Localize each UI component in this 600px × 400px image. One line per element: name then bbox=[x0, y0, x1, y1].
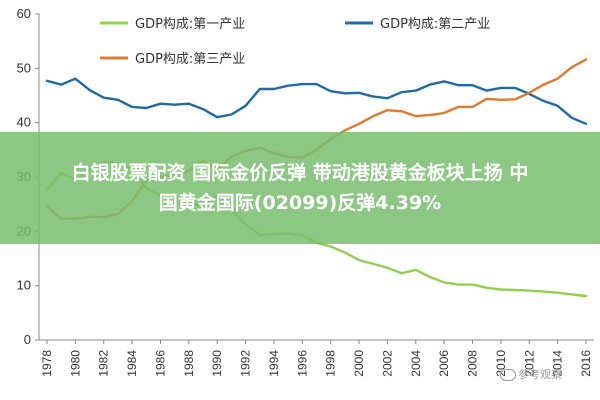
x-tick-label: 1988 bbox=[182, 350, 196, 377]
x-tick-label: 2012 bbox=[522, 350, 536, 377]
x-tick-label: 1992 bbox=[239, 350, 253, 377]
x-tick-label: 1996 bbox=[295, 350, 309, 377]
headline-banner[interactable]: 白银股票配资 国际金价反弹 带动港股黄金板块上扬 中 国黄金国际(02099)反… bbox=[0, 132, 600, 244]
x-tick-label: 2000 bbox=[352, 350, 366, 377]
y-tick-label: 40 bbox=[17, 115, 31, 130]
x-tick-label: 2004 bbox=[409, 350, 423, 377]
legend-label-1: GDP构成:第一产业 bbox=[135, 17, 245, 32]
series-line-2 bbox=[45, 77, 588, 126]
y-tick-label: 60 bbox=[17, 6, 31, 21]
chart-legend: GDP构成:第一产业 GDP构成:第二产业 GDP构成:第三产业 bbox=[100, 17, 490, 67]
watermark: 参考观察 bbox=[500, 366, 562, 382]
headline-line-1: 白银股票配资 国际金价反弹 带动港股黄金板块上扬 中 bbox=[71, 162, 529, 184]
x-tick-label: 1984 bbox=[125, 350, 139, 377]
x-tick-label: 1980 bbox=[68, 350, 82, 377]
x-tick-label: 1982 bbox=[97, 350, 111, 377]
x-tick-label: 2016 bbox=[579, 350, 593, 377]
legend-label-3: GDP构成:第三产业 bbox=[135, 52, 245, 67]
legend-label-2: GDP构成:第二产业 bbox=[380, 17, 490, 32]
headline-line-2: 国黄金国际(02099)反弹4.39% bbox=[158, 192, 442, 214]
x-tick-label: 1998 bbox=[324, 350, 338, 377]
y-tick-label: 0 bbox=[24, 332, 31, 347]
x-tick-label: 2014 bbox=[551, 350, 565, 377]
watermark-text: 参考观察 bbox=[518, 368, 562, 381]
x-tick-label: 1994 bbox=[267, 350, 281, 377]
x-tick-label: 1990 bbox=[210, 350, 224, 377]
x-tick-label: 1986 bbox=[153, 350, 167, 377]
x-tick-label: 2002 bbox=[380, 350, 394, 377]
x-tick-label: 2008 bbox=[466, 350, 480, 377]
x-tick-label: 1978 bbox=[40, 350, 54, 377]
y-tick-label: 10 bbox=[17, 278, 31, 293]
y-tick-label: 50 bbox=[17, 60, 31, 75]
x-tick-label: 2006 bbox=[437, 350, 451, 377]
wechat-icon bbox=[500, 369, 516, 381]
